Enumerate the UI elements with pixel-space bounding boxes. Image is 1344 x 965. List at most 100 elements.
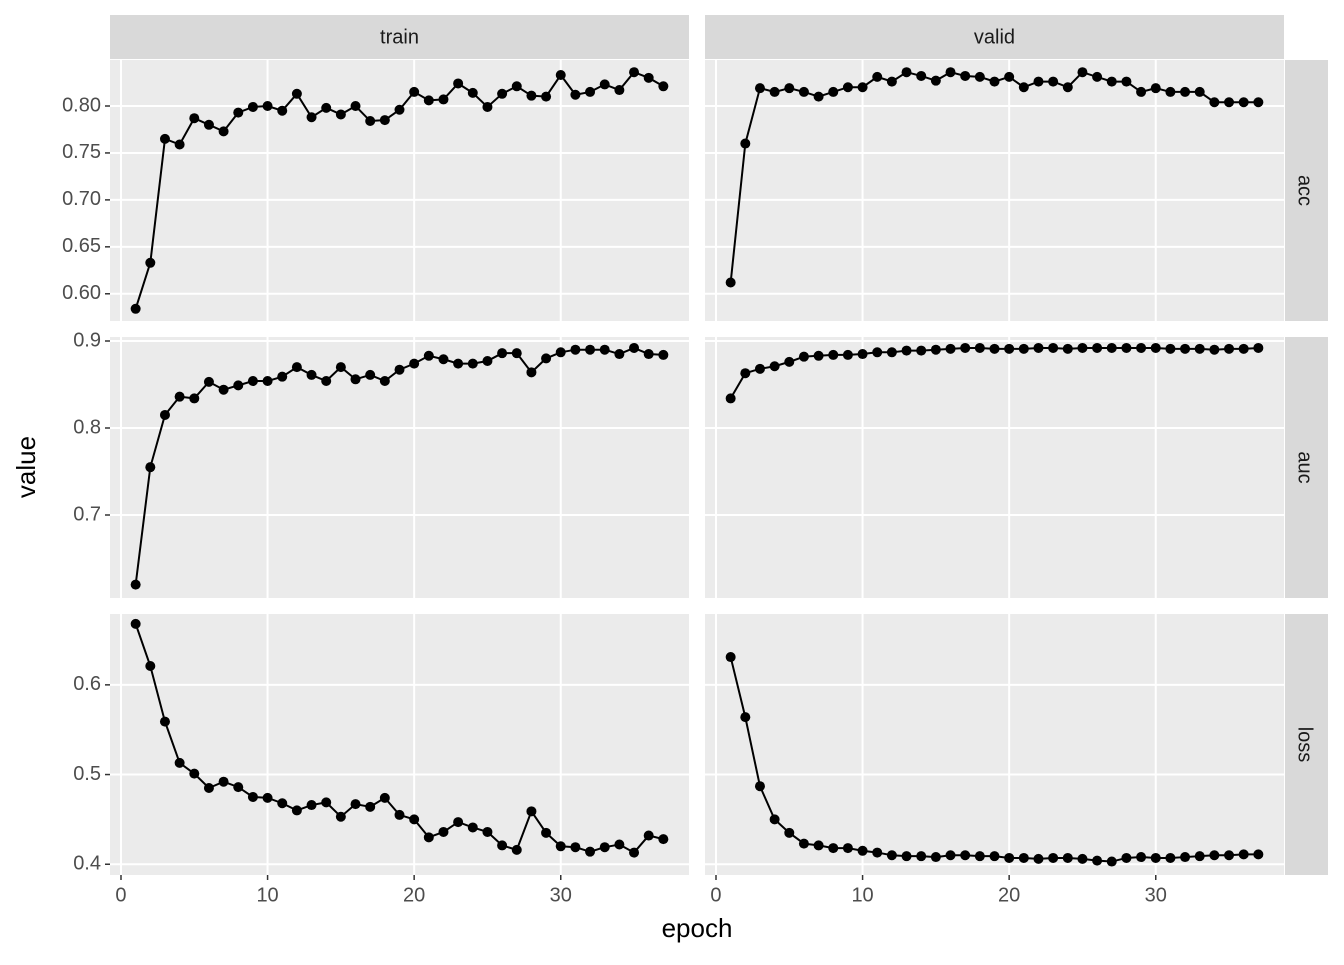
strip (1285, 337, 1328, 598)
point (585, 344, 596, 355)
point (130, 303, 141, 314)
point (1194, 86, 1205, 97)
point (1136, 852, 1147, 863)
point (725, 652, 736, 663)
point (555, 841, 566, 852)
y-tick-label: 0.60 (62, 282, 101, 304)
point (277, 798, 288, 809)
point (438, 94, 449, 105)
point (233, 380, 244, 391)
point (321, 102, 332, 113)
point (901, 851, 912, 862)
point (1238, 343, 1249, 354)
x-tick-label: 0 (710, 884, 721, 906)
point (784, 356, 795, 367)
point (901, 67, 912, 78)
point (203, 783, 214, 793)
point (629, 847, 640, 858)
point (453, 817, 464, 828)
point (1150, 852, 1161, 863)
point (482, 101, 493, 112)
point (174, 391, 185, 402)
point (130, 579, 141, 590)
point (1224, 850, 1235, 861)
point (526, 367, 537, 378)
point (247, 791, 258, 802)
point (960, 850, 971, 861)
point (262, 376, 273, 387)
point (394, 809, 405, 820)
point (872, 847, 883, 858)
point (541, 827, 552, 838)
strip-label: valid (974, 26, 1015, 48)
point (145, 661, 156, 672)
point (599, 344, 610, 355)
y-tick-label: 0.70 (62, 188, 101, 210)
point (291, 362, 302, 373)
point (1033, 853, 1044, 864)
point (218, 384, 229, 395)
point (335, 109, 346, 120)
point (365, 369, 376, 380)
point (438, 354, 449, 365)
point (423, 95, 434, 106)
point (1180, 86, 1191, 97)
point (1209, 97, 1220, 108)
strip (1285, 60, 1328, 321)
x-tick-label: 0 (115, 884, 126, 906)
point (1004, 852, 1015, 863)
point (379, 115, 390, 126)
point (262, 792, 273, 803)
point (1121, 852, 1132, 863)
point (1165, 86, 1176, 97)
point (1048, 342, 1059, 353)
x-tick-label: 10 (256, 884, 278, 906)
point (1253, 97, 1264, 108)
point (886, 850, 897, 861)
point (482, 826, 493, 837)
y-axis-label: value (11, 436, 41, 498)
point (423, 832, 434, 843)
point (828, 349, 839, 360)
point (643, 830, 654, 841)
point (467, 822, 478, 833)
point (725, 277, 736, 288)
point (930, 852, 941, 863)
point (643, 72, 654, 83)
point (130, 618, 141, 629)
point (1018, 343, 1029, 354)
point (857, 845, 868, 856)
point (350, 101, 361, 112)
point (555, 347, 566, 358)
point (511, 844, 522, 855)
point (1180, 852, 1191, 863)
point (754, 83, 765, 94)
point (350, 799, 361, 810)
point (203, 119, 214, 130)
point (614, 85, 625, 96)
x-tick-label: 30 (1145, 884, 1167, 906)
point (1033, 76, 1044, 87)
panel (705, 60, 1284, 321)
point (886, 76, 897, 87)
point (497, 348, 508, 359)
point (1238, 97, 1249, 108)
point (453, 78, 464, 89)
point (1253, 849, 1264, 860)
point (769, 86, 780, 97)
point (658, 81, 669, 92)
point (467, 358, 478, 369)
panel (110, 337, 689, 598)
point (335, 811, 346, 822)
point (394, 104, 405, 115)
point (784, 827, 795, 838)
point (277, 371, 288, 382)
point (1165, 852, 1176, 863)
point (233, 782, 244, 793)
point (842, 349, 853, 360)
point (409, 814, 420, 825)
point (960, 342, 971, 353)
point (1077, 853, 1088, 864)
point (1194, 851, 1205, 862)
point (379, 376, 390, 387)
